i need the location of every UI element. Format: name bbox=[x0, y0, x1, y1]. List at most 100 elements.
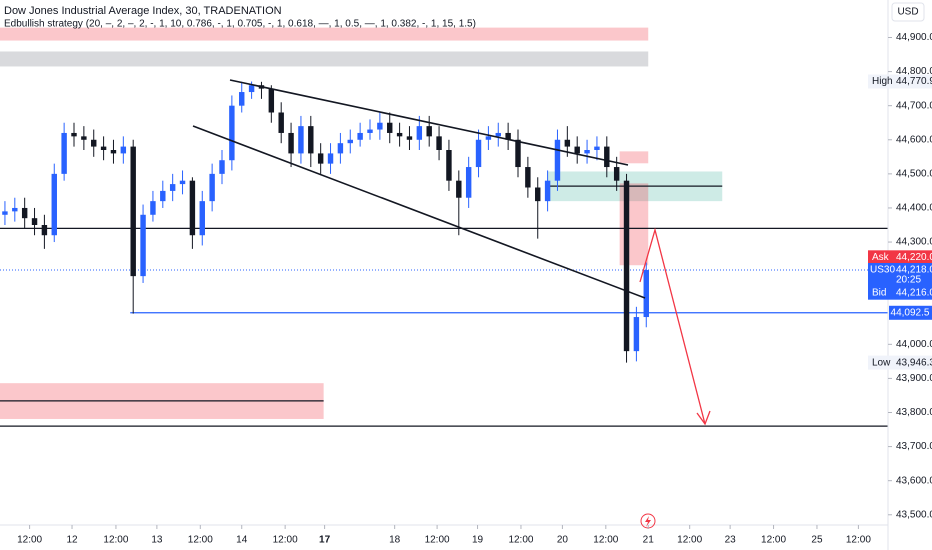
candle-body bbox=[505, 132, 511, 140]
candle-body bbox=[298, 126, 304, 154]
x-tick-label: 12:00 bbox=[508, 535, 533, 546]
y-tick-label: 44,800.0 bbox=[896, 66, 932, 77]
y-tick-label: 43,700.0 bbox=[896, 441, 932, 452]
candle-body bbox=[465, 167, 472, 198]
ask-label: 44,220.0 bbox=[896, 252, 932, 263]
ask-badge bbox=[868, 250, 932, 265]
candle-body bbox=[288, 132, 294, 154]
candle-body bbox=[91, 139, 97, 147]
candle-body bbox=[337, 143, 344, 154]
y-tick-label: 44,600.0 bbox=[896, 134, 932, 145]
high-label: 44,770.9 bbox=[896, 76, 932, 87]
candle-body bbox=[100, 146, 107, 150]
candle-body bbox=[2, 211, 8, 215]
x-tick-label: 12:00 bbox=[17, 535, 42, 546]
y-tick-label: 44,900.0 bbox=[896, 32, 932, 43]
x-tick-label: 12:00 bbox=[593, 535, 618, 546]
candle-body bbox=[456, 180, 462, 198]
candle-body bbox=[61, 132, 67, 174]
candle-body bbox=[623, 180, 630, 352]
plot-area bbox=[0, 27, 888, 427]
candle-body bbox=[633, 317, 640, 352]
candle-body bbox=[239, 92, 245, 106]
x-tick-label: 23 bbox=[725, 535, 737, 546]
candle-body bbox=[248, 85, 255, 93]
candle-body bbox=[278, 112, 284, 133]
high-name: High bbox=[872, 76, 893, 87]
level-badge bbox=[889, 305, 932, 320]
y-tick-label: 44,300.0 bbox=[896, 237, 932, 248]
candle-body bbox=[387, 122, 393, 133]
candle-body bbox=[327, 153, 334, 164]
x-tick-label: 19 bbox=[472, 535, 484, 546]
y-tick-label: 44,700.0 bbox=[896, 100, 932, 111]
y-tick-label: 43,600.0 bbox=[896, 475, 932, 486]
zone bbox=[0, 51, 649, 67]
last-label: 44,218.0 bbox=[896, 265, 932, 276]
y-tick-label: 44,000.0 bbox=[896, 339, 932, 350]
candle-body bbox=[71, 132, 77, 137]
candle-body bbox=[179, 180, 186, 185]
candle-body bbox=[51, 173, 57, 236]
candle-body bbox=[574, 146, 580, 154]
candle-body bbox=[535, 187, 541, 202]
low-badge bbox=[868, 355, 932, 370]
x-tick-label: 21 bbox=[643, 535, 655, 546]
ask-name: Ask bbox=[872, 252, 890, 263]
candle-body bbox=[446, 150, 452, 181]
candle-body bbox=[150, 201, 156, 215]
candle-body bbox=[268, 88, 275, 113]
countdown: 20:25 bbox=[896, 275, 921, 286]
candle-body bbox=[584, 150, 590, 154]
candle-body bbox=[396, 132, 403, 137]
candle-body bbox=[160, 190, 166, 202]
candle-body bbox=[229, 105, 235, 161]
candle-body bbox=[436, 136, 442, 150]
candle-body bbox=[604, 146, 610, 168]
candle-body bbox=[554, 139, 561, 181]
bid-label: 44,216.0 bbox=[896, 287, 932, 298]
x-tick-label: 12:00 bbox=[677, 535, 702, 546]
last-name: US30 bbox=[870, 265, 895, 276]
x-tick-label: 14 bbox=[236, 535, 248, 546]
candle-body bbox=[110, 150, 117, 154]
candle-body bbox=[120, 146, 127, 154]
candle-body bbox=[209, 173, 215, 202]
candle-body bbox=[219, 160, 225, 174]
candle-body bbox=[495, 132, 501, 137]
last-badge bbox=[868, 263, 932, 287]
low-name: Low bbox=[872, 357, 891, 368]
x-tick-label: 13 bbox=[151, 535, 163, 546]
x-tick-label: 18 bbox=[389, 535, 401, 546]
candle-body bbox=[21, 207, 28, 219]
y-tick-label: 43,900.0 bbox=[896, 373, 932, 384]
x-tick-label: 12:00 bbox=[103, 535, 128, 546]
y-tick-label: 44,500.0 bbox=[896, 169, 932, 180]
low-label: 43,946.3 bbox=[896, 357, 932, 368]
trend-line bbox=[192, 125, 646, 299]
candle-body bbox=[317, 153, 324, 164]
candle-body bbox=[416, 126, 423, 140]
candle-body bbox=[169, 184, 176, 191]
candle-body bbox=[308, 126, 314, 154]
event-icon-bolt bbox=[645, 516, 651, 527]
x-tick-label: 12:00 bbox=[761, 535, 786, 546]
x-tick-label: 12:00 bbox=[273, 535, 298, 546]
bid-name: Bid bbox=[872, 287, 886, 298]
projection-arrow bbox=[639, 227, 706, 425]
zone bbox=[0, 27, 649, 41]
candle-body bbox=[406, 136, 413, 140]
currency-button[interactable] bbox=[891, 2, 925, 22]
candle-body bbox=[485, 136, 492, 140]
candle-body bbox=[41, 225, 48, 236]
candle-body bbox=[130, 146, 136, 277]
bid-badge bbox=[868, 285, 932, 300]
candle-body bbox=[594, 146, 600, 150]
candle-body bbox=[564, 139, 571, 147]
candle-body bbox=[613, 167, 620, 181]
candle-body bbox=[525, 167, 531, 188]
candle-body bbox=[515, 139, 521, 168]
currency: USD bbox=[897, 7, 918, 18]
